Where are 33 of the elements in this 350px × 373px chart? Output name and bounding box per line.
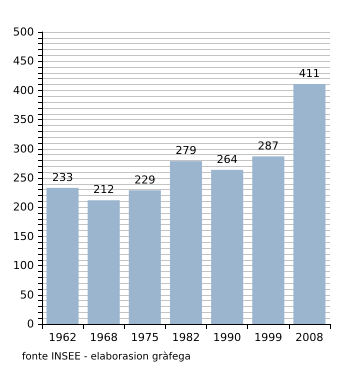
bar <box>293 84 326 324</box>
data-label: 212 <box>93 183 114 196</box>
y-tick-label: 400 <box>13 84 34 97</box>
x-tick-label: 1990 <box>213 331 242 344</box>
data-label: 233 <box>52 170 74 184</box>
y-tick-label: 150 <box>13 230 34 243</box>
x-tick-label: 1962 <box>48 331 77 344</box>
x-tick-label: 1999 <box>254 331 282 344</box>
x-tick-label: 1982 <box>172 331 200 344</box>
data-label: 279 <box>176 144 196 158</box>
data-label: 411 <box>298 66 320 80</box>
y-tick-label: 100 <box>13 259 34 272</box>
y-tick-label: 300 <box>13 142 34 156</box>
bar <box>252 156 284 324</box>
y-tick-label: 0 <box>27 318 34 330</box>
y-tick-label: 200 <box>13 200 34 214</box>
bar <box>46 188 79 324</box>
bar <box>88 200 120 324</box>
y-tick-label: 500 <box>13 26 34 38</box>
bar <box>128 190 161 324</box>
data-label: 264 <box>216 152 238 166</box>
data-label: 229 <box>134 173 156 186</box>
source-note: fonte INSEE - elaborasion gràfega <box>22 352 191 362</box>
bar <box>170 161 202 324</box>
x-tick-label: 1968 <box>90 331 118 344</box>
y-tick-label: 450 <box>13 54 34 68</box>
y-tick-label: 350 <box>13 113 34 126</box>
bar <box>211 170 244 324</box>
x-tick-label: 1975 <box>130 331 159 344</box>
data-label: 287 <box>258 139 279 152</box>
y-tick-label: 250 <box>13 172 34 184</box>
y-tick-label: 50 <box>20 288 34 302</box>
x-tick-label: 2008 <box>295 331 324 344</box>
